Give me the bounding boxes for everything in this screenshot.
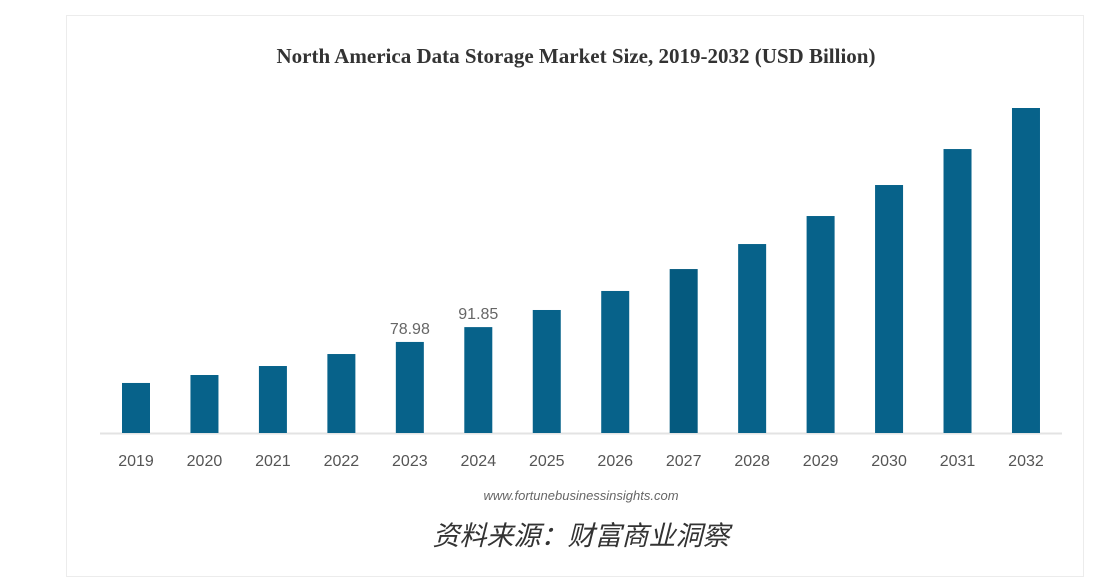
source-caption: 资料来源：财富商业洞察 — [433, 521, 734, 552]
x-tick-label-2029: 2029 — [803, 453, 839, 470]
x-tick-label-2022: 2022 — [324, 453, 360, 470]
data-label-2024: 91.85 — [458, 306, 498, 323]
x-tick-label-2020: 2020 — [187, 453, 223, 470]
bar-2028 — [738, 244, 767, 433]
bar-2029 — [806, 216, 835, 433]
bar-2027 — [669, 269, 698, 433]
x-tick-label-2024: 2024 — [461, 453, 497, 470]
bar-2025 — [532, 309, 561, 433]
x-tick-label-2026: 2026 — [597, 453, 633, 470]
bar-2031 — [943, 149, 972, 434]
x-tick-label-2019: 2019 — [118, 453, 154, 470]
x-tick-label-2031: 2031 — [940, 453, 976, 470]
bar-2020 — [190, 375, 219, 433]
x-tick-label-2030: 2030 — [871, 453, 907, 470]
bar-2022 — [327, 354, 356, 433]
bar-2030 — [875, 185, 904, 433]
x-tick-label-2025: 2025 — [529, 453, 565, 470]
source-url: www.fortunebusinessinsights.com — [483, 488, 678, 503]
bar-2032 — [1011, 108, 1040, 433]
x-tick-label-2027: 2027 — [666, 453, 702, 470]
x-tick-label-2028: 2028 — [734, 453, 770, 470]
x-tick-label-2032: 2032 — [1008, 453, 1044, 470]
bar-2026 — [601, 290, 630, 433]
bar-2021 — [258, 366, 287, 433]
data-label-2023: 78.98 — [390, 321, 430, 338]
x-tick-label-2021: 2021 — [255, 453, 291, 470]
bar-2019 — [122, 382, 150, 433]
x-tick-label-2023: 2023 — [392, 453, 428, 470]
bar-2024 — [464, 327, 493, 433]
bar-chart: North America Data Storage Market Size, … — [100, 44, 1062, 552]
bar-2023 — [395, 341, 424, 433]
chart-title: North America Data Storage Market Size, … — [277, 44, 876, 68]
chart-frame — [66, 15, 1084, 577]
